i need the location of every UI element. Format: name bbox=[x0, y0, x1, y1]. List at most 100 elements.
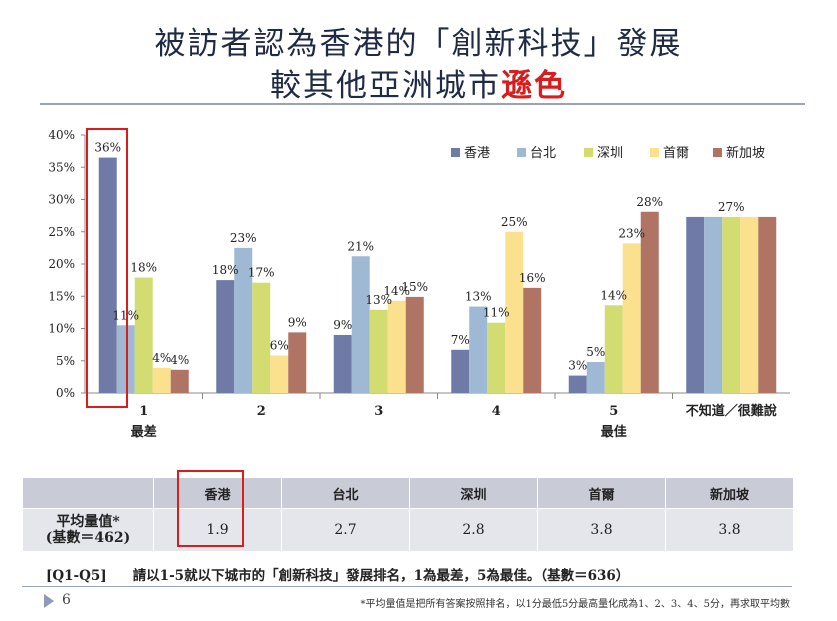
x-tick-label: 3 bbox=[374, 404, 383, 419]
bar bbox=[487, 322, 506, 393]
table-header-cell: 新加坡 bbox=[665, 477, 794, 509]
bar bbox=[505, 231, 524, 393]
legend-swatch bbox=[451, 148, 460, 157]
y-tick-label: 0% bbox=[56, 386, 75, 400]
bar bbox=[586, 362, 605, 393]
page-title-line2: 較其他亞洲城市遜色 bbox=[0, 60, 837, 105]
bar bbox=[288, 332, 307, 393]
bar bbox=[216, 280, 235, 393]
data-label: 13% bbox=[365, 293, 392, 307]
table-cell: 2.7 bbox=[281, 508, 410, 552]
table-corner-cell bbox=[22, 477, 154, 509]
question-line: [Q1-Q5] 請以1-5就以下城市的「創新科技」發展排名，1為最差，5為最佳。（… bbox=[46, 564, 629, 584]
bar bbox=[116, 325, 135, 393]
x-tick-label: 4 bbox=[492, 404, 501, 419]
highlight-box-hk-score bbox=[177, 470, 244, 547]
data-label: 11% bbox=[112, 308, 139, 322]
row-label-line1: 平均量值* bbox=[56, 514, 120, 530]
x-tick-label: 5 bbox=[609, 404, 618, 419]
table-header-cell: 深圳 bbox=[409, 477, 538, 509]
bar bbox=[758, 216, 777, 393]
y-tick-label: 30% bbox=[48, 193, 75, 207]
data-label: 21% bbox=[347, 239, 374, 253]
bar bbox=[98, 157, 117, 393]
x-tick-label: 2 bbox=[257, 404, 266, 419]
data-label: 23% bbox=[230, 231, 257, 245]
data-label: 5% bbox=[586, 345, 605, 359]
highlight-box-worst bbox=[86, 128, 128, 408]
x-tick-sublabel: 最佳 bbox=[601, 424, 627, 440]
bar bbox=[686, 216, 705, 393]
data-label: 17% bbox=[248, 266, 275, 280]
table-header-cell: 台北 bbox=[281, 477, 410, 509]
legend-label: 香港 bbox=[464, 146, 490, 161]
data-label: 9% bbox=[288, 315, 307, 329]
question-text: 請以1-5就以下城市的「創新科技」發展排名，1為最差，5為最佳。（基數＝636） bbox=[132, 568, 630, 584]
x-tick-label: 不知道／很難說 bbox=[686, 403, 777, 419]
data-label: 28% bbox=[636, 195, 663, 209]
table-header-cell: 首爾 bbox=[537, 477, 666, 509]
data-label: 14% bbox=[383, 284, 410, 298]
y-tick-label: 40% bbox=[48, 128, 75, 142]
data-label: 18% bbox=[212, 263, 239, 277]
bar bbox=[369, 309, 388, 393]
y-tick-label: 15% bbox=[48, 289, 75, 303]
bar bbox=[469, 306, 488, 393]
data-label: 16% bbox=[519, 271, 546, 285]
legend-swatch bbox=[584, 148, 593, 157]
table-header-cell: 香港 bbox=[153, 477, 282, 509]
data-label: 23% bbox=[618, 226, 645, 240]
footnote: *平均量值是把所有答案按照排名，以1分最低5分最高量化成為1、2、3、4、5分，… bbox=[360, 599, 790, 610]
table-cell: 3.8 bbox=[537, 508, 666, 552]
data-label: 27% bbox=[718, 200, 745, 214]
bar bbox=[722, 216, 741, 393]
bar bbox=[704, 216, 723, 393]
legend-swatch bbox=[517, 148, 526, 157]
data-label: 6% bbox=[270, 339, 289, 353]
data-label: 15% bbox=[401, 280, 428, 294]
data-label: 36% bbox=[94, 141, 121, 155]
legend-label: 台北 bbox=[530, 146, 556, 161]
y-tick-label: 5% bbox=[56, 354, 75, 368]
average-score-table: 香港 台北 深圳 首爾 新加坡 平均量值* (基數＝462) 1.9 2.7 2… bbox=[22, 477, 794, 552]
x-tick-label: 1 bbox=[139, 404, 148, 419]
question-code: [Q1-Q5] bbox=[46, 568, 107, 584]
bar bbox=[270, 355, 289, 393]
title-line2-accent: 遜色 bbox=[501, 68, 567, 104]
table-row-label: 平均量值* (基數＝462) bbox=[22, 508, 154, 552]
bar bbox=[640, 211, 659, 393]
table-cell: 3.8 bbox=[665, 508, 794, 552]
row-label-line2: (基數＝462) bbox=[45, 530, 131, 546]
footer-divider bbox=[22, 586, 792, 587]
data-label: 7% bbox=[451, 333, 470, 347]
title-divider bbox=[40, 103, 805, 105]
data-label: 4% bbox=[152, 351, 171, 365]
bar bbox=[170, 369, 189, 393]
data-label: 11% bbox=[483, 306, 510, 320]
y-tick-label: 10% bbox=[48, 322, 75, 336]
legend-label: 首爾 bbox=[663, 146, 689, 161]
bar bbox=[351, 256, 370, 393]
title-line1-text: 被訪者認為香港的「創新科技」發展 bbox=[154, 26, 683, 62]
y-tick-label: 20% bbox=[48, 257, 75, 271]
data-label: 4% bbox=[170, 353, 189, 367]
table-header-row: 香港 台北 深圳 首爾 新加坡 bbox=[22, 477, 794, 509]
legend-swatch bbox=[650, 148, 659, 157]
data-label: 25% bbox=[501, 215, 528, 229]
bar bbox=[333, 334, 352, 393]
bar bbox=[604, 305, 623, 393]
bar bbox=[252, 282, 271, 393]
bar bbox=[523, 287, 542, 393]
y-tick-label: 35% bbox=[48, 160, 75, 174]
page-number: 6 bbox=[62, 592, 71, 608]
bar bbox=[622, 243, 641, 393]
bar bbox=[152, 367, 171, 393]
title-line2-prefix: 較其他亞洲城市 bbox=[270, 68, 501, 104]
bar bbox=[134, 277, 153, 393]
legend-label: 深圳 bbox=[597, 146, 623, 161]
legend-swatch bbox=[713, 148, 722, 157]
bar bbox=[234, 247, 253, 393]
legend-label: 新加坡 bbox=[726, 145, 765, 161]
data-label: 14% bbox=[600, 288, 627, 302]
page-title-line1: 被訪者認為香港的「創新科技」發展 bbox=[0, 18, 837, 63]
